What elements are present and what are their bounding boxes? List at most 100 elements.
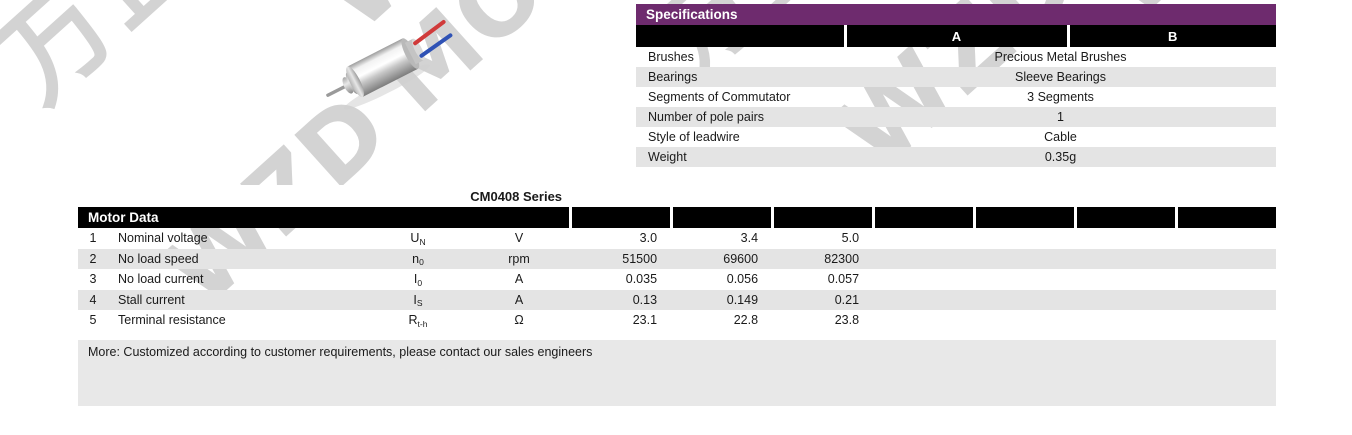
row-value: [974, 269, 1075, 290]
row-value: 0.149: [671, 289, 773, 310]
motor-front-cap: [342, 77, 354, 94]
row-value: [873, 310, 974, 331]
row-parameter-name: No load speed: [108, 248, 368, 269]
table-row: 2 No load speed n0 rpm 51500 69600 82300: [78, 248, 1277, 269]
row-unit: Ω: [514, 313, 524, 328]
row-value: 0.057: [827, 272, 860, 287]
row-value: 0.035: [625, 272, 658, 287]
row-symbol: n0: [368, 248, 468, 269]
row-value: 23.8: [834, 313, 860, 328]
symbol-base: R: [408, 313, 418, 328]
motor-rear-cap: [404, 38, 424, 65]
table-row: 1 Nominal voltage UN V 3.0 3.4 5.0: [78, 228, 1276, 249]
row-unit: V: [514, 231, 524, 246]
motor-data-section-spacer: [974, 207, 1077, 228]
row-value: [1075, 228, 1176, 249]
row-index: 4: [78, 289, 108, 310]
spec-row: Weight 0.35g: [636, 147, 1276, 167]
row-value: 5.0: [841, 231, 860, 246]
model-code-4[interactable]: [873, 185, 976, 207]
row-value: 22.8: [733, 313, 759, 328]
model-code-7[interactable]: [1176, 185, 1277, 207]
row-index: 2: [78, 248, 108, 269]
spec-title: Specifications: [636, 4, 1276, 25]
motor-body-group: [326, 20, 453, 110]
row-value: 0.056: [726, 272, 759, 287]
spec-header-col-b: B: [1068, 25, 1276, 47]
spec-value: Precious Metal Brushes: [994, 50, 1127, 64]
row-value: 51500: [570, 248, 672, 269]
spec-label: Segments of Commutator: [648, 90, 791, 104]
row-value: [1075, 310, 1176, 331]
spec-value: Cable: [1044, 130, 1077, 144]
symbol-subscript: t-h: [417, 318, 428, 329]
model-code-2[interactable]: 347015: [671, 185, 774, 207]
motor-data-section-spacer: [1176, 207, 1277, 228]
row-parameter-name: Terminal resistance: [118, 313, 226, 328]
row-value: [1176, 310, 1276, 331]
row-unit: A: [514, 272, 524, 287]
row-unit: A: [468, 289, 571, 310]
symbol-base: U: [410, 231, 420, 246]
spec-header-blank: [636, 25, 847, 47]
row-value: [873, 248, 975, 269]
spec-label: Number of pole pairs: [636, 107, 845, 127]
footer-note-panel: More: Customized according to customer r…: [78, 340, 1276, 406]
row-value: [873, 289, 975, 310]
row-value: [873, 269, 974, 290]
spec-label: Brushes: [648, 50, 694, 64]
row-value: [1075, 248, 1177, 269]
spec-header-col-a: A: [845, 25, 1070, 47]
row-value: [974, 228, 1075, 249]
spec-value: Sleeve Bearings: [845, 67, 1276, 87]
row-parameter-name: Nominal voltage: [118, 231, 208, 246]
row-value: [1176, 289, 1277, 310]
motor-data-section-row: Motor Data: [78, 207, 1277, 228]
footer-note-text: More: Customized according to customer r…: [88, 345, 593, 359]
row-parameter-name: No load current: [118, 272, 204, 287]
spec-row: Style of leadwire Cable: [636, 127, 1276, 147]
motor-shaft: [326, 85, 347, 97]
motor-body-front-face: [346, 66, 364, 98]
specifications-table: Specifications A B Brushes Precious Meta…: [636, 4, 1276, 167]
symbol-base: I: [413, 292, 417, 307]
symbol-subscript: S: [416, 298, 423, 309]
row-value: 23.1: [632, 313, 658, 328]
motor-data-section-spacer: [772, 207, 875, 228]
row-value: [873, 228, 974, 249]
model-code-3[interactable]: 058224: [772, 185, 875, 207]
motor-data-section-spacer: [570, 207, 673, 228]
row-value: 0.21: [772, 289, 874, 310]
motor-can: [347, 38, 419, 97]
symbol-base: n: [412, 251, 420, 266]
series-header-row: CM0408 Series 035223 347015 058224: [78, 185, 1277, 207]
row-value: [1075, 289, 1177, 310]
row-value: 3.4: [740, 231, 759, 246]
motor-data-section-spacer: [1075, 207, 1178, 228]
spec-header-row: A B: [636, 25, 1276, 47]
model-code-6[interactable]: [1075, 185, 1178, 207]
table-row: 3 No load current I0 A 0.035 0.056 0.057: [78, 269, 1276, 290]
row-value: 82300: [772, 248, 874, 269]
symbol-subscript: 0: [419, 257, 424, 268]
row-value: 0.13: [570, 289, 672, 310]
motor-data-section-title: Motor Data: [78, 207, 572, 228]
spec-label: Style of leadwire: [648, 130, 740, 144]
row-value: [1176, 269, 1276, 290]
motor-data-table: CM0408 Series 035223 347015 058224 Motor…: [78, 185, 1277, 331]
motor-data-section-spacer: [671, 207, 774, 228]
row-value: [974, 248, 1076, 269]
symbol-subscript: 0: [417, 277, 423, 288]
model-code-5[interactable]: [974, 185, 1077, 207]
leadwire-red: [413, 20, 446, 46]
spec-row: Number of pole pairs 1: [636, 107, 1276, 127]
symbol-base: I: [413, 272, 418, 287]
motor-data-section-spacer: [873, 207, 976, 228]
row-value: 69600: [671, 248, 773, 269]
leadwire-blue: [419, 33, 453, 58]
spec-label: Bearings: [636, 67, 845, 87]
model-code-1[interactable]: 035223: [570, 185, 673, 207]
table-row: 5 Terminal resistance Rt-h Ω 23.1 22.8 2…: [78, 310, 1276, 331]
spec-title-row: Specifications: [636, 4, 1276, 25]
spec-row: Segments of Commutator 3 Segments: [636, 87, 1276, 107]
